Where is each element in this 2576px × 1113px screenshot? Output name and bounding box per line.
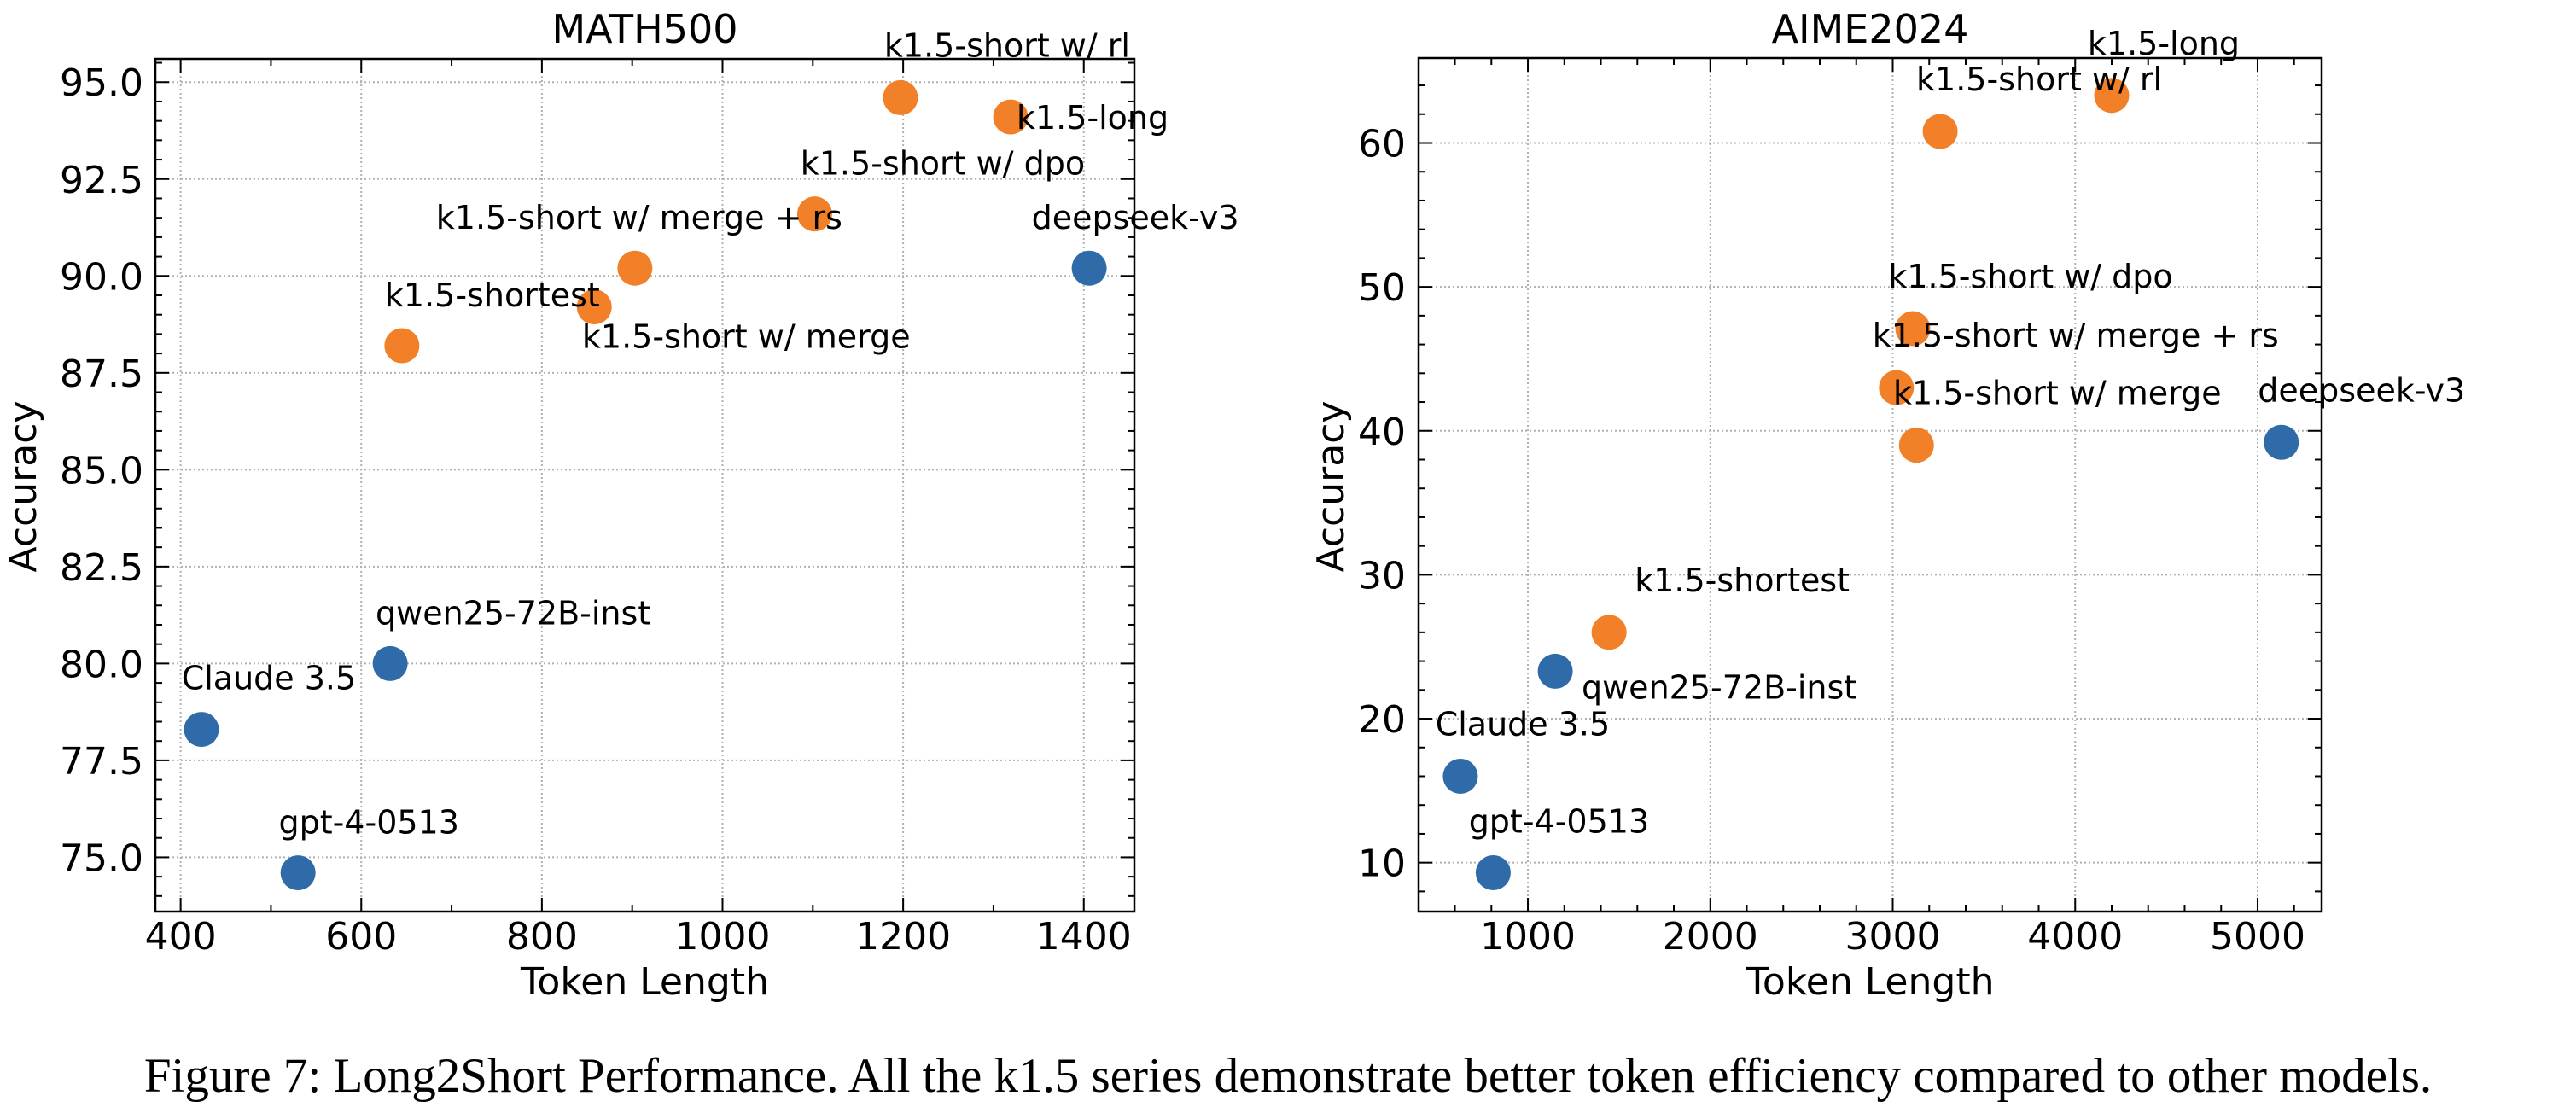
data-point (1442, 758, 1478, 794)
data-point (993, 99, 1029, 135)
x-tick-label: 4000 (2027, 915, 2123, 959)
y-tick-label: 75.0 (60, 836, 143, 880)
chart-math500: 400 600 800 1000 1200 1400 75.0 77.5 80.0 82.5 85.… (2, 6, 1239, 1004)
chart-title: AIME2024 (1772, 6, 1969, 52)
y-tick-label: 87.5 (60, 353, 143, 396)
y-axis-label: Accuracy (2, 401, 45, 573)
point-label: gpt-4-0513 (1469, 802, 1649, 840)
y-tick-label: 20 (1358, 698, 1406, 742)
chart-aime2024: 1000 2000 3000 4000 5000 10 20 30 40 50 60 AIME2024… (1309, 6, 2465, 1004)
y-tick-label: 77.5 (60, 740, 143, 784)
x-tick-label: 1400 (1036, 915, 1132, 959)
y-tick-label: 90.0 (60, 255, 143, 299)
x-axis-label: Token Length (520, 960, 769, 1004)
data-point (1591, 615, 1627, 650)
data-point (2094, 78, 2130, 114)
data-point (372, 645, 408, 681)
y-tick-label: 10 (1358, 842, 1406, 886)
point-label: gpt-4-0513 (278, 804, 458, 842)
point-label: k1.5-shortest (1635, 562, 1850, 599)
x-tick-label: 5000 (2210, 915, 2305, 959)
point-label: k1.5-short w/ rl (1916, 61, 2162, 98)
y-tick-label: 60 (1358, 122, 1406, 166)
x-tick-label: 1000 (675, 915, 771, 959)
data-point (883, 79, 918, 115)
x-axis-label: Token Length (1746, 960, 1995, 1004)
x-tick-label: 2000 (1663, 915, 1758, 959)
data-point (1475, 854, 1511, 890)
point-label: k1.5-shortest (385, 277, 600, 314)
data-point (1922, 114, 1958, 149)
data-point (184, 712, 219, 748)
x-tick-label: 400 (145, 915, 217, 959)
y-tick-label: 50 (1358, 266, 1406, 310)
data-point (280, 855, 316, 891)
data-point (576, 289, 612, 325)
point-label: deepseek-v3 (2258, 371, 2465, 409)
figure-caption: Figure 7: Long2Short Performance. All th… (143, 1049, 2433, 1103)
data-point (1537, 653, 1573, 689)
y-axis-label: Accuracy (1309, 401, 1353, 573)
data-point (2264, 424, 2299, 460)
data-point (1071, 250, 1107, 286)
point-label: deepseek-v3 (1032, 199, 1239, 236)
point-label: Claude 3.5 (1436, 705, 1610, 743)
data-point (1898, 428, 1934, 463)
y-tick-label: 40 (1358, 411, 1406, 454)
point-label: k1.5-short w/ dpo (1888, 258, 2172, 295)
data-point (617, 250, 653, 286)
point-label: k1.5-short w/ rl (884, 26, 1130, 64)
y-tick-label: 30 (1358, 554, 1406, 597)
data-point (1879, 370, 1915, 405)
point-label: k1.5-short w/ merge (1893, 375, 2222, 412)
point-label: Claude 3.5 (182, 660, 356, 697)
y-tick-label: 85.0 (60, 449, 143, 492)
point-label: k1.5-long (2088, 25, 2240, 62)
x-tick-label: 3000 (1845, 915, 1941, 959)
plot-frame (1417, 56, 2323, 913)
data-point (384, 328, 420, 364)
y-tick-label: 80.0 (60, 643, 143, 686)
x-tick-label: 600 (325, 915, 397, 959)
y-tick-label: 92.5 (60, 159, 143, 202)
data-point (1895, 311, 1931, 347)
point-label: qwen25-72B-inst (376, 594, 650, 632)
data-point (796, 196, 832, 232)
plot-frame (154, 57, 1136, 913)
y-tick-label: 82.5 (60, 546, 143, 590)
x-tick-label: 800 (506, 915, 578, 959)
y-tick-label: 95.0 (60, 61, 143, 105)
chart-title: MATH500 (551, 6, 737, 52)
point-label: k1.5-short w/ dpo (801, 145, 1085, 183)
x-tick-label: 1200 (855, 915, 951, 959)
point-label: k1.5-short w/ merge + rs (436, 199, 842, 236)
x-tick-label: 1000 (1480, 915, 1576, 959)
point-label: qwen25-72B-inst (1582, 668, 1856, 706)
point-label: k1.5-short w/ merge + rs (1873, 317, 2279, 354)
point-label: k1.5-short w/ merge (582, 318, 911, 356)
point-label: k1.5-long (1017, 99, 1169, 137)
